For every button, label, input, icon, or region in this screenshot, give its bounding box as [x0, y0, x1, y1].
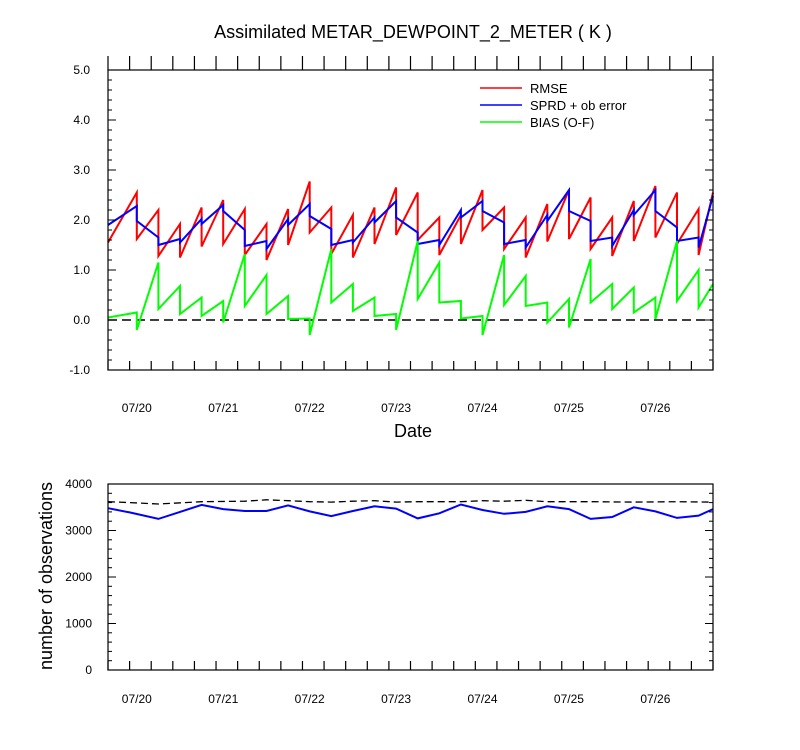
y-tick-label: 0.0 — [73, 313, 90, 327]
x-tick-label: 07/22 — [295, 692, 325, 706]
legend-bias-label: BIAS (O-F) — [530, 115, 594, 130]
y-tick-label: 5.0 — [73, 63, 90, 77]
y-tick-label: 2.0 — [73, 213, 90, 227]
x-tick-label: 07/22 — [295, 401, 325, 415]
x-tick-label: 07/23 — [381, 692, 411, 706]
bottom-series-group — [107, 499, 714, 520]
top-chart: Assimilated METAR_DEWPOINT_2_METER ( K )… — [69, 22, 714, 441]
y-tick-label: 0 — [85, 663, 92, 677]
x-tick-label: 07/21 — [208, 401, 238, 415]
x-tick-label: 07/21 — [208, 692, 238, 706]
bottom-ticks-group: 0 1000 2000 3000 4000 07/20 07/21 07/22 07/23 07/… — [65, 477, 714, 706]
series-line-possible — [107, 499, 714, 505]
y-tick-label: 3000 — [65, 524, 92, 538]
top-series-group — [107, 181, 714, 336]
legend: RMSE SPRD + ob error BIAS (O-F) — [480, 81, 627, 130]
x-tick-label: 07/23 — [381, 401, 411, 415]
top-ticks-group: -1.0 0.0 1.0 2.0 3.0 4.0 5.0 07/20 07/21 07/22 07/… — [69, 56, 714, 415]
y-tick-label: 1.0 — [73, 263, 90, 277]
top-plot-frame — [107, 69, 714, 371]
series-line-assimilated — [107, 503, 714, 520]
bottom-plot-frame — [107, 483, 714, 671]
series-line-bias-o-f — [107, 240, 714, 336]
bottom-chart: 0 1000 2000 3000 4000 07/20 07/21 07/22 07/23 07/… — [36, 477, 714, 706]
y-tick-label: 4.0 — [73, 113, 90, 127]
y-tick-label: -1.0 — [69, 363, 90, 377]
x-tick-label: 07/26 — [640, 692, 670, 706]
series-line-sprd-ob-error — [107, 186, 714, 253]
x-tick-label: 07/24 — [468, 692, 498, 706]
x-tick-label: 07/20 — [122, 401, 152, 415]
x-tick-label: 07/26 — [640, 401, 670, 415]
legend-sprd-label: SPRD + ob error — [530, 98, 627, 113]
y-tick-label: 1000 — [65, 617, 92, 631]
x-tick-label: 07/20 — [122, 692, 152, 706]
y-tick-label: 4000 — [65, 477, 92, 491]
x-tick-label: 07/25 — [554, 401, 584, 415]
x-axis-label: Date — [394, 421, 432, 441]
y-axis-label-observations: number of observations — [36, 482, 56, 670]
chart-title: Assimilated METAR_DEWPOINT_2_METER ( K ) — [214, 22, 612, 43]
y-tick-label: 3.0 — [73, 163, 90, 177]
y-tick-label: 2000 — [65, 570, 92, 584]
x-tick-label: 07/25 — [554, 692, 584, 706]
legend-rmse-label: RMSE — [530, 81, 568, 96]
x-tick-label: 07/24 — [468, 401, 498, 415]
